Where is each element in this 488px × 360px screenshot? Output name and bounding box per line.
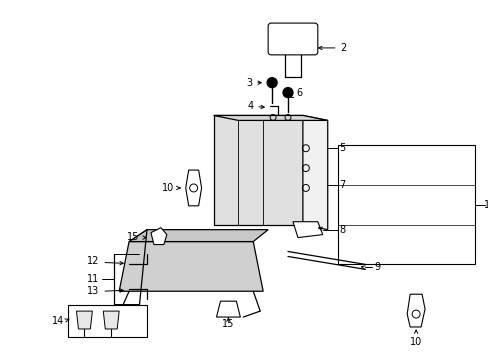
Polygon shape [213, 116, 302, 225]
Polygon shape [76, 311, 92, 329]
Polygon shape [129, 230, 267, 242]
Text: 8: 8 [339, 225, 345, 235]
Bar [67, 305, 147, 337]
Text: 11: 11 [87, 274, 99, 284]
Polygon shape [103, 311, 119, 329]
Text: 6: 6 [295, 87, 302, 98]
Circle shape [266, 78, 277, 87]
Text: 2: 2 [340, 43, 346, 53]
Text: 5: 5 [339, 143, 345, 153]
Text: 10: 10 [409, 337, 421, 347]
Text: 7: 7 [339, 180, 345, 190]
Bar [337, 145, 474, 264]
Text: 15: 15 [126, 231, 139, 242]
Text: 15: 15 [222, 319, 234, 329]
Polygon shape [119, 242, 263, 291]
Text: 9: 9 [374, 262, 380, 273]
Polygon shape [407, 294, 424, 327]
Text: 4: 4 [246, 100, 253, 111]
Text: 10: 10 [161, 183, 173, 193]
Circle shape [283, 87, 292, 98]
Polygon shape [151, 228, 166, 244]
Polygon shape [292, 222, 322, 238]
Text: 1: 1 [483, 200, 488, 210]
Text: 13: 13 [87, 286, 99, 296]
FancyBboxPatch shape [267, 23, 317, 55]
Polygon shape [213, 116, 327, 120]
Polygon shape [302, 116, 327, 230]
Text: 14: 14 [52, 316, 64, 326]
Text: 12: 12 [87, 256, 99, 266]
Polygon shape [216, 301, 240, 317]
Text: 3: 3 [245, 78, 252, 88]
Polygon shape [185, 170, 201, 206]
